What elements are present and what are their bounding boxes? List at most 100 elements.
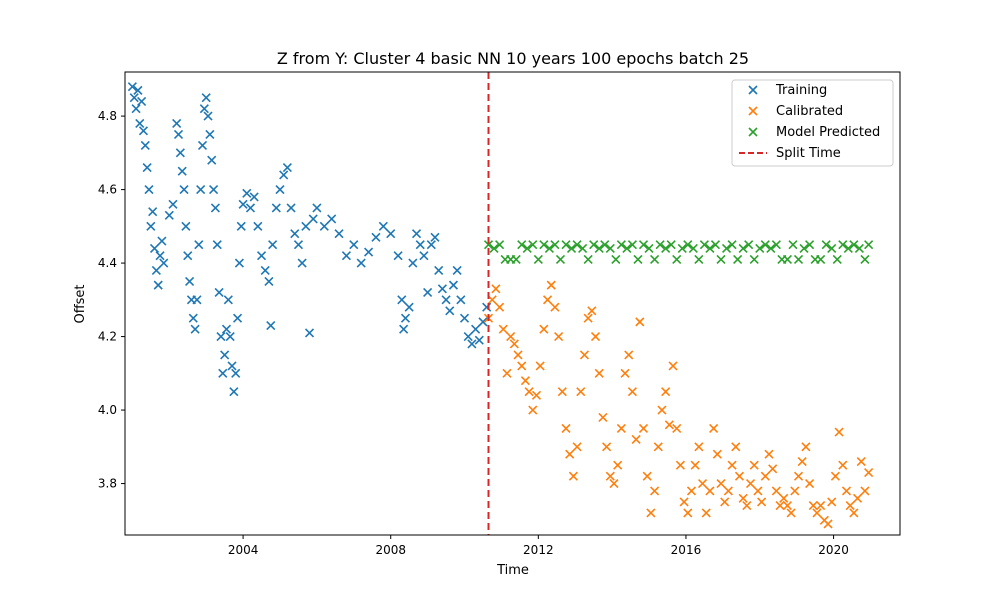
data-point: [598, 412, 608, 422]
data-point: [568, 471, 578, 481]
data-point: [535, 361, 545, 371]
data-point: [764, 449, 774, 459]
legend-marker: [748, 106, 758, 116]
data-point: [677, 243, 687, 253]
data-point: [805, 478, 815, 489]
data-point: [201, 93, 211, 103]
data-point: [727, 460, 737, 470]
data-point: [786, 508, 796, 518]
data-point: [655, 240, 665, 250]
data-point: [845, 501, 855, 511]
data-point: [661, 387, 671, 397]
data-point: [179, 185, 189, 195]
data-point: [146, 221, 156, 231]
data-point: [528, 405, 538, 415]
data-point: [441, 295, 451, 305]
data-point: [690, 460, 700, 470]
data-point: [823, 519, 833, 529]
data-point: [229, 387, 239, 397]
data-point: [223, 295, 233, 305]
data-point: [408, 258, 418, 268]
data-point: [192, 295, 202, 305]
data-point: [474, 335, 484, 345]
data-point: [225, 332, 235, 342]
data-point: [177, 166, 187, 176]
data-point: [218, 368, 228, 378]
series-2: [483, 240, 874, 264]
data-point: [664, 420, 674, 430]
data-point: [430, 232, 440, 242]
data-point: [498, 324, 508, 334]
data-point: [834, 427, 844, 437]
data-point: [594, 243, 604, 253]
data-point: [524, 387, 534, 397]
data-point: [572, 240, 582, 250]
data-point: [644, 243, 654, 253]
data-point: [733, 254, 743, 264]
data-point: [445, 306, 455, 316]
data-point: [616, 240, 626, 250]
y-tick-label: 4.4: [98, 256, 117, 270]
data-point: [188, 313, 198, 323]
data-point: [779, 493, 789, 503]
data-point: [271, 203, 281, 213]
data-point: [404, 302, 414, 312]
data-point: [830, 471, 840, 481]
data-point: [415, 240, 425, 250]
legend: Training Calibrated Model Predicted Split T…: [731, 79, 894, 167]
data-point: [605, 243, 615, 253]
data-point: [816, 501, 826, 511]
data-point: [227, 361, 237, 371]
data-point: [131, 104, 141, 114]
series-1: [483, 280, 874, 529]
data-point: [196, 185, 206, 195]
data-point: [734, 471, 745, 481]
y-axis: 3.8 4.0 4.2 4.4 4.6 4.8: [98, 109, 125, 491]
data-point: [138, 126, 149, 136]
data-point: [838, 460, 848, 470]
data-point: [602, 442, 612, 452]
data-point: [220, 350, 230, 360]
data-point: [699, 240, 709, 250]
data-point: [841, 486, 852, 496]
data-point: [423, 287, 433, 298]
data-point: [426, 240, 436, 250]
data-point: [808, 501, 818, 511]
x-tick-label: 2004: [228, 543, 259, 557]
data-point: [860, 254, 870, 264]
data-point: [175, 148, 185, 158]
data-point: [864, 240, 874, 250]
plot-area: [127, 72, 874, 535]
data-point: [144, 185, 154, 195]
data-point: [452, 265, 462, 275]
data-point: [164, 210, 174, 220]
data-point: [301, 221, 311, 231]
data-point: [550, 302, 560, 312]
data-point: [232, 313, 243, 323]
data-point: [775, 501, 785, 511]
legend-label: Model Predicted: [776, 125, 880, 140]
data-point: [760, 471, 770, 481]
data-point: [386, 229, 396, 239]
data-point: [561, 240, 571, 250]
x-axis: 2004 2008 2012 2016 2020: [228, 535, 849, 557]
y-tick-label: 3.8: [98, 477, 117, 491]
data-point: [304, 328, 315, 338]
data-point: [622, 243, 632, 253]
data-point: [594, 368, 604, 378]
data-point: [495, 240, 505, 250]
y-tick-label: 4.2: [98, 330, 117, 344]
data-point: [790, 486, 800, 496]
legend-label: Training: [775, 83, 827, 98]
y-axis-label: Offset: [73, 284, 88, 323]
data-point: [583, 254, 593, 264]
data-point: [697, 478, 708, 489]
data-point: [627, 387, 638, 397]
data-point: [539, 324, 549, 334]
data-point: [827, 497, 837, 507]
data-point: [212, 240, 222, 250]
data-point: [631, 434, 641, 445]
data-point: [793, 471, 804, 481]
data-point: [613, 460, 623, 470]
